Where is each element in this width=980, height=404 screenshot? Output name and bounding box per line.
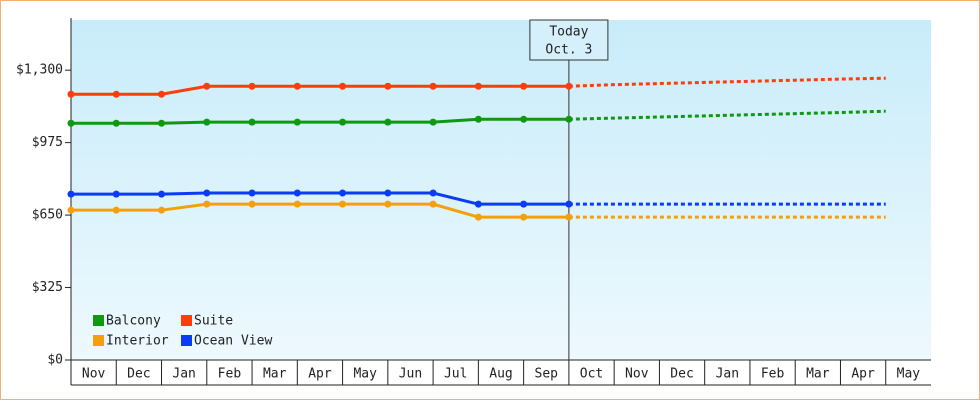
point — [384, 118, 392, 126]
y-tick-label: $650 — [32, 208, 63, 223]
point — [203, 189, 211, 197]
point — [384, 200, 392, 208]
point — [293, 82, 301, 90]
legend-label: Balcony — [106, 314, 161, 329]
point — [429, 82, 437, 90]
point — [520, 82, 528, 90]
point — [520, 213, 528, 221]
forecast-line — [568, 76, 886, 88]
point — [67, 206, 75, 214]
point — [339, 189, 347, 197]
x-tick-label: Aug — [489, 367, 512, 382]
point — [158, 190, 166, 198]
point — [203, 82, 211, 90]
x-tick-label: Jul — [444, 367, 467, 382]
series-line — [71, 202, 569, 219]
y-tick-label: $0 — [47, 353, 63, 368]
legend-swatch — [181, 335, 192, 346]
point — [429, 118, 437, 126]
point — [112, 206, 120, 214]
x-tick-label: Apr — [308, 367, 332, 382]
point — [384, 189, 392, 197]
series-line — [71, 191, 569, 206]
point — [67, 119, 75, 127]
y-tick-label: $975 — [32, 135, 63, 150]
legend-swatch — [93, 335, 104, 346]
point — [203, 200, 211, 208]
y-tick-label: $1,300 — [16, 63, 63, 78]
point — [293, 189, 301, 197]
point — [293, 118, 301, 126]
point — [520, 200, 528, 208]
x-tick-label: Jan — [716, 367, 739, 382]
x-tick-label: Feb — [218, 367, 242, 382]
x-tick-label: Sep — [535, 367, 559, 382]
point — [248, 82, 256, 90]
point — [474, 115, 482, 123]
legend-label: Interior — [106, 334, 169, 349]
point — [339, 82, 347, 90]
point — [565, 115, 573, 123]
point — [339, 200, 347, 208]
x-tick-label: Mar — [263, 367, 287, 382]
point — [248, 200, 256, 208]
legend-swatch — [181, 315, 192, 326]
today-label: Oct. 3 — [545, 43, 592, 58]
point — [384, 82, 392, 90]
x-tick-label: May — [353, 367, 377, 382]
point — [158, 119, 166, 127]
legend-label: Suite — [194, 314, 233, 329]
x-tick-label: Oct — [580, 367, 603, 382]
point — [339, 118, 347, 126]
point — [67, 90, 75, 98]
y-tick-label: $325 — [32, 280, 63, 295]
x-tick-label: Nov — [82, 367, 106, 382]
plot-area — [71, 20, 931, 360]
point — [474, 213, 482, 221]
x-tick-label: Dec — [127, 367, 150, 382]
x-tick-label: Dec — [670, 367, 693, 382]
point — [248, 189, 256, 197]
x-tick-label: Feb — [761, 367, 785, 382]
x-tick-label: Nov — [625, 367, 649, 382]
point — [520, 115, 528, 123]
point — [293, 200, 301, 208]
point — [565, 82, 573, 90]
point — [158, 90, 166, 98]
legend-swatch — [93, 315, 104, 326]
point — [429, 189, 437, 197]
x-tick-label: Jan — [172, 367, 195, 382]
point — [203, 118, 211, 126]
x-tick-label: Jun — [399, 367, 422, 382]
point — [112, 119, 120, 127]
point — [112, 90, 120, 98]
today-box — [529, 19, 609, 61]
forecast-line — [568, 109, 886, 121]
point — [565, 213, 573, 221]
point — [112, 190, 120, 198]
legend-label: Ocean View — [194, 334, 272, 349]
point — [158, 206, 166, 214]
point — [67, 190, 75, 198]
point — [565, 200, 573, 208]
point — [474, 82, 482, 90]
point — [474, 200, 482, 208]
point — [429, 200, 437, 208]
series-line — [71, 117, 569, 125]
x-tick-label: Apr — [851, 367, 875, 382]
x-tick-label: Mar — [806, 367, 830, 382]
x-tick-label: May — [897, 367, 921, 382]
today-label: Today — [549, 25, 588, 40]
point — [248, 118, 256, 126]
series-line — [71, 84, 569, 96]
